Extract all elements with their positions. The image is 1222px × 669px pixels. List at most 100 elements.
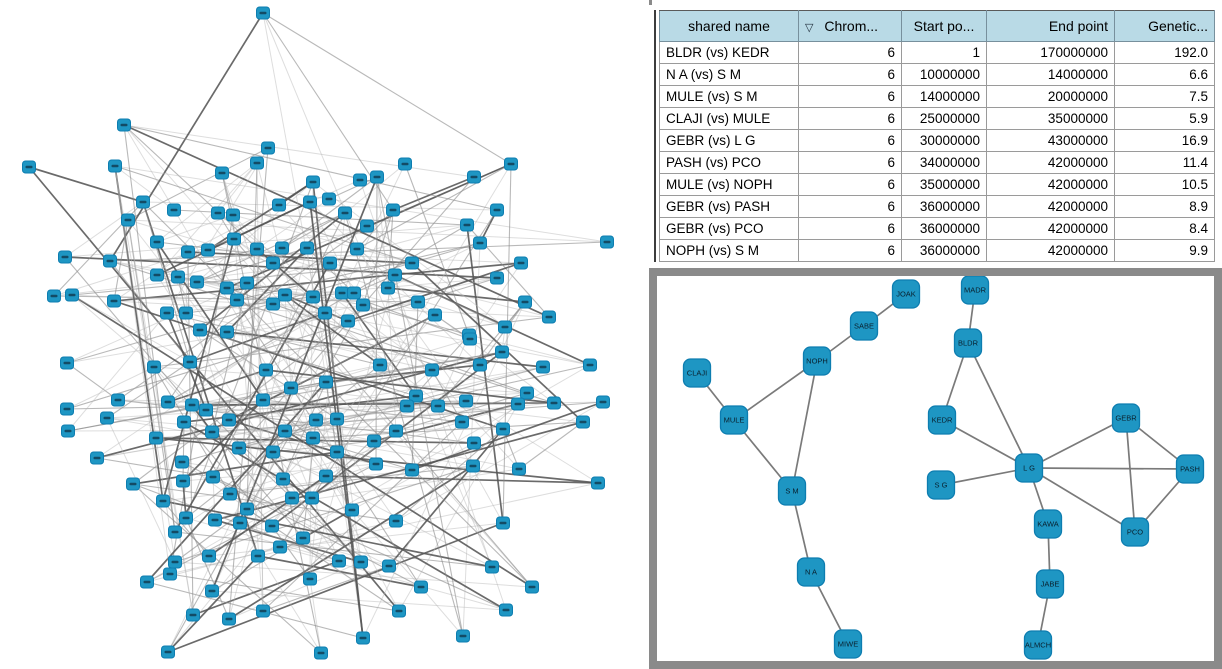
column-header-chromosome[interactable]: ▽ Chrom...: [798, 10, 902, 42]
network-node[interactable]: [163, 567, 177, 581]
network-node[interactable]: [463, 332, 477, 346]
node-s-m[interactable]: [777, 476, 807, 506]
network-node[interactable]: [240, 276, 254, 290]
network-node[interactable]: [398, 157, 412, 171]
table-cell[interactable]: 6: [798, 217, 902, 240]
table-row[interactable]: MULE (vs) NOPH 6 35000000 42000000 10.5: [659, 173, 1215, 196]
network-node[interactable]: [405, 256, 419, 270]
table-cell[interactable]: BLDR (vs) KEDR: [659, 41, 799, 64]
table-cell[interactable]: 6: [798, 173, 902, 196]
network-node[interactable]: [199, 403, 213, 417]
network-node[interactable]: [495, 345, 509, 359]
table-cell[interactable]: 8.9: [1114, 195, 1215, 218]
edge-noph-s-m[interactable]: [791, 360, 818, 492]
network-node[interactable]: [518, 295, 532, 309]
network-node[interactable]: [206, 470, 220, 484]
table-cell[interactable]: 20000000: [986, 85, 1115, 108]
network-node[interactable]: [369, 457, 383, 471]
network-node[interactable]: [596, 395, 610, 409]
network-node[interactable]: [338, 206, 352, 220]
network-node[interactable]: [303, 572, 317, 586]
network-node[interactable]: [536, 360, 550, 374]
network-node[interactable]: [309, 413, 323, 427]
network-node[interactable]: [211, 206, 225, 220]
network-node[interactable]: [205, 425, 219, 439]
table-row[interactable]: NOPH (vs) S M 6 36000000 42000000 9.9: [659, 239, 1215, 262]
network-node[interactable]: [107, 294, 121, 308]
network-node[interactable]: [256, 393, 270, 407]
network-node[interactable]: [278, 424, 292, 438]
network-node[interactable]: [456, 629, 470, 643]
network-node[interactable]: [370, 170, 384, 184]
table-cell[interactable]: 35000000: [901, 173, 987, 196]
network-node[interactable]: [193, 323, 207, 337]
network-node[interactable]: [306, 431, 320, 445]
network-node[interactable]: [354, 555, 368, 569]
network-node[interactable]: [181, 245, 195, 259]
network-node[interactable]: [61, 424, 75, 438]
network-node[interactable]: [400, 399, 414, 413]
network-node[interactable]: [496, 516, 510, 530]
network-node[interactable]: [160, 306, 174, 320]
network-node[interactable]: [347, 286, 361, 300]
network-node[interactable]: [382, 559, 396, 573]
network-node[interactable]: [22, 160, 36, 174]
network-node[interactable]: [65, 288, 79, 302]
table-cell[interactable]: 34000000: [901, 151, 987, 174]
table-cell[interactable]: 14000000: [986, 63, 1115, 86]
network-node[interactable]: [201, 243, 215, 257]
network-node[interactable]: [150, 235, 164, 249]
table-cell[interactable]: 25000000: [901, 107, 987, 130]
network-node[interactable]: [525, 580, 539, 594]
network-node[interactable]: [459, 394, 473, 408]
network-node[interactable]: [547, 396, 561, 410]
node-kedr[interactable]: [927, 405, 957, 435]
edge-noph-mule[interactable]: [733, 360, 818, 421]
network-node[interactable]: [60, 402, 74, 416]
network-node[interactable]: [232, 441, 246, 455]
network-node[interactable]: [108, 159, 122, 173]
network-node[interactable]: [150, 268, 164, 282]
network-node[interactable]: [318, 306, 332, 320]
network-node[interactable]: [490, 203, 504, 217]
filter-icon[interactable]: ▽: [805, 22, 814, 34]
table-cell[interactable]: 192.0: [1114, 41, 1215, 64]
table-cell[interactable]: N A (vs) S M: [659, 63, 799, 86]
network-node[interactable]: [227, 232, 241, 246]
network-node[interactable]: [161, 645, 175, 659]
network-node[interactable]: [183, 355, 197, 369]
network-node[interactable]: [498, 320, 512, 334]
network-node[interactable]: [222, 612, 236, 626]
network-node[interactable]: [251, 549, 265, 563]
network-node[interactable]: [240, 502, 254, 516]
network-node[interactable]: [512, 462, 526, 476]
node-pash[interactable]: [1175, 454, 1205, 484]
table-cell[interactable]: 10000000: [901, 63, 987, 86]
table-cell[interactable]: 7.5: [1114, 85, 1215, 108]
network-node[interactable]: [136, 195, 150, 209]
network-node[interactable]: [202, 549, 216, 563]
network-node[interactable]: [323, 256, 337, 270]
table-cell[interactable]: 16.9: [1114, 129, 1215, 152]
node-l-g[interactable]: [1014, 453, 1044, 483]
network-node[interactable]: [460, 218, 474, 232]
network-node[interactable]: [341, 314, 355, 328]
network-node[interactable]: [485, 560, 499, 574]
network-node[interactable]: [345, 503, 359, 517]
edge-gebr-pco[interactable]: [1125, 417, 1136, 533]
network-node[interactable]: [473, 236, 487, 250]
table-cell[interactable]: 36000000: [901, 195, 987, 218]
network-node[interactable]: [103, 254, 117, 268]
column-header-end-point[interactable]: End point: [986, 10, 1115, 42]
network-node[interactable]: [332, 554, 346, 568]
network-node[interactable]: [276, 472, 290, 486]
table-cell[interactable]: 6: [798, 85, 902, 108]
table-cell[interactable]: 6: [798, 41, 902, 64]
network-node[interactable]: [392, 604, 406, 618]
network-node[interactable]: [542, 310, 556, 324]
network-node[interactable]: [306, 175, 320, 189]
table-row[interactable]: GEBR (vs) PASH 6 36000000 42000000 8.9: [659, 195, 1215, 218]
network-node[interactable]: [322, 192, 336, 206]
network-node[interactable]: [511, 397, 525, 411]
table-cell[interactable]: MULE (vs) S M: [659, 85, 799, 108]
